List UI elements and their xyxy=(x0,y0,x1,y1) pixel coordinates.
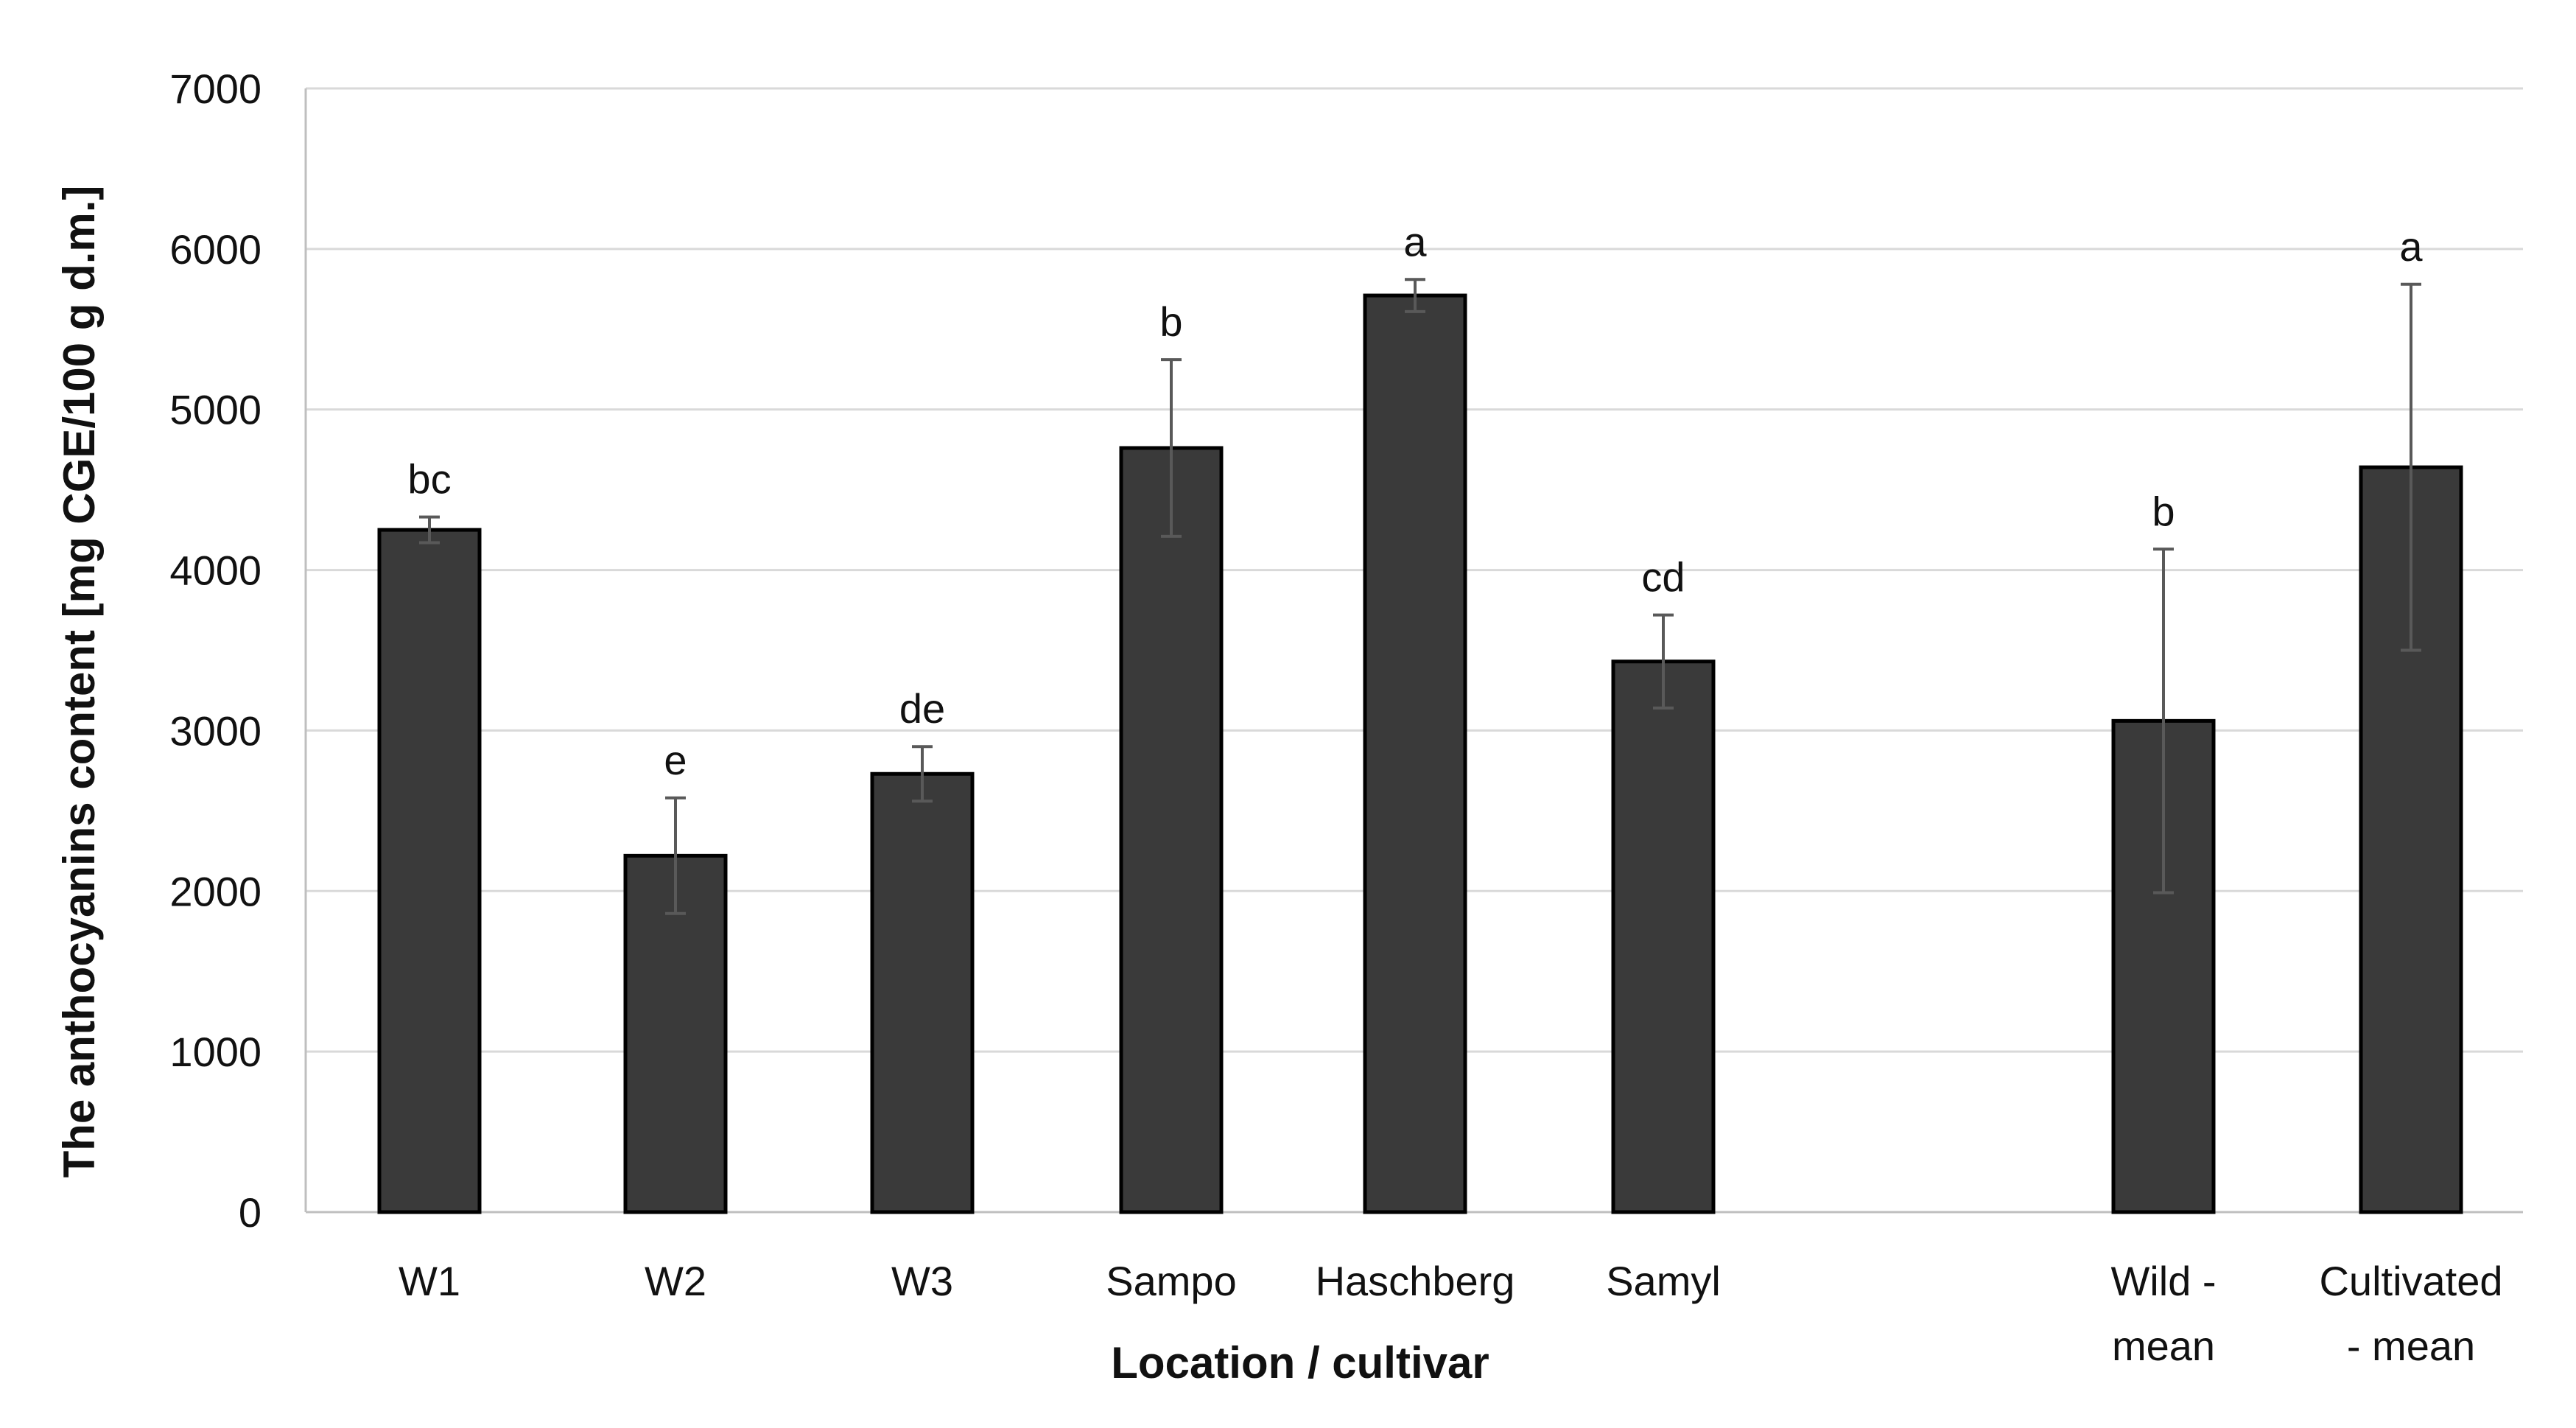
y-axis-title: The anthocyanins content [mg CGE/100 g d… xyxy=(55,186,104,1178)
y-tick-label: 2000 xyxy=(169,868,262,914)
x-tick-label: Cultivated xyxy=(2319,1258,2502,1304)
bars-layer xyxy=(377,293,2463,1214)
significance-label: b xyxy=(2152,488,2175,534)
significance-label: a xyxy=(2399,223,2423,270)
y-tick-label: 7000 xyxy=(169,66,262,112)
labels-layer: 0 1000 2000 3000 4000 5000 6000 7000 bc W1 e W2 de W3… xyxy=(169,66,2502,1369)
x-tick-label: mean xyxy=(2112,1323,2215,1369)
x-tick-label: Haschberg xyxy=(1316,1258,1515,1304)
error-bars-layer xyxy=(419,278,2421,915)
y-tick-label: 3000 xyxy=(169,707,262,754)
bar xyxy=(377,528,482,1214)
significance-label: e xyxy=(664,737,687,783)
x-tick-label: W3 xyxy=(891,1258,953,1304)
x-axis-title: Location / cultivar xyxy=(1111,1338,1489,1387)
significance-label: a xyxy=(1403,218,1427,265)
y-tick-label: 4000 xyxy=(169,547,262,594)
bar xyxy=(1363,293,1467,1214)
x-tick-label: W2 xyxy=(645,1258,706,1304)
x-tick-label: Wild - xyxy=(2110,1258,2216,1304)
x-tick-label: W1 xyxy=(399,1258,460,1304)
y-tick-label: 6000 xyxy=(169,226,262,273)
significance-label: b xyxy=(1159,298,1182,345)
bar xyxy=(870,771,975,1214)
bar xyxy=(1119,446,1224,1214)
x-tick-label: - mean xyxy=(2347,1323,2475,1369)
significance-label: de xyxy=(899,685,945,732)
bar xyxy=(1611,659,1716,1214)
x-tick-label: Sampo xyxy=(1106,1258,1236,1304)
significance-label: bc xyxy=(407,456,451,503)
x-tick-label: Samyl xyxy=(1606,1258,1721,1304)
y-tick-label: 5000 xyxy=(169,387,262,433)
significance-label: cd xyxy=(1641,554,1685,601)
y-tick-label: 0 xyxy=(239,1189,262,1236)
y-tick-label: 1000 xyxy=(169,1029,262,1075)
